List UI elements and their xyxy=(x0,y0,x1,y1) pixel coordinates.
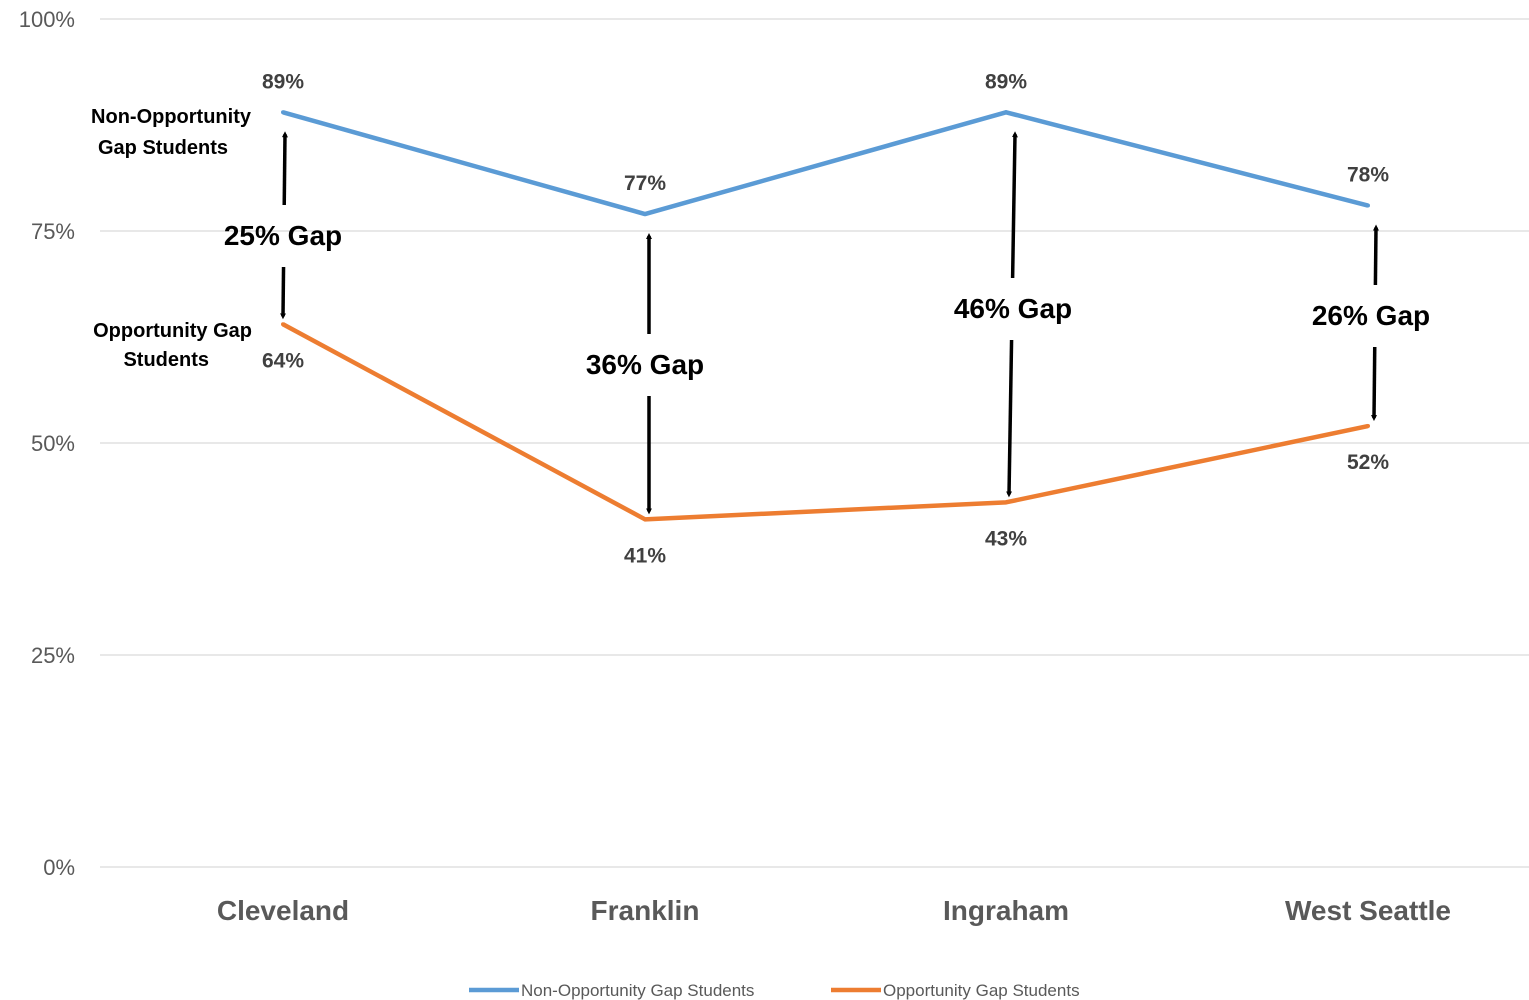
series-annotation-label: Students xyxy=(123,349,209,371)
gap-label: 46% Gap xyxy=(954,293,1072,324)
data-point xyxy=(1366,424,1370,429)
data-label: 52% xyxy=(1347,451,1389,474)
data-point xyxy=(1004,500,1008,505)
data-point xyxy=(643,517,647,522)
gap-label: 26% Gap xyxy=(1312,300,1430,331)
y-tick-label: 0% xyxy=(43,855,75,880)
gap-arrow-up xyxy=(1372,224,1379,286)
gap-label: 36% Gap xyxy=(586,349,704,380)
gap-arrow-down xyxy=(280,266,287,320)
data-label: 78% xyxy=(1347,164,1389,187)
y-axis: 0% 25% 50% 75% 100% xyxy=(19,7,75,880)
data-label: 64% xyxy=(262,349,304,372)
y-tick-label: 75% xyxy=(31,219,75,244)
data-point xyxy=(281,322,285,327)
gap-arrows xyxy=(280,131,1379,515)
data-point xyxy=(643,212,647,217)
series-annotation-label: Non-Opportunity xyxy=(91,106,252,128)
annotations: 25% Gap 36% Gap 46% Gap 26% Gap Non-Opportun… xyxy=(91,106,1430,380)
gap-arrow-up xyxy=(281,131,288,206)
legend: Non-Opportunity Gap Students Opportunity … xyxy=(469,981,1080,1000)
data-point xyxy=(1004,110,1008,115)
y-tick-label: 25% xyxy=(31,643,75,668)
data-label: 41% xyxy=(624,544,666,567)
data-label: 89% xyxy=(262,70,304,93)
gap-arrow-up xyxy=(1010,131,1018,279)
data-label: 77% xyxy=(624,172,666,195)
legend-label: Non-Opportunity Gap Students xyxy=(521,981,754,1000)
x-tick-label: Ingraham xyxy=(943,895,1069,926)
x-axis: Cleveland Franklin Ingraham West Seattle xyxy=(217,895,1451,926)
gap-arrow-down xyxy=(1371,346,1378,422)
series-lines xyxy=(281,110,1370,522)
x-tick-label: West Seattle xyxy=(1285,895,1451,926)
data-point xyxy=(1366,203,1370,208)
legend-label: Opportunity Gap Students xyxy=(883,981,1080,1000)
y-tick-label: 100% xyxy=(19,7,75,32)
x-tick-label: Franklin xyxy=(591,895,700,926)
data-label: 89% xyxy=(985,70,1027,93)
series-annotation-label: Opportunity Gap xyxy=(93,320,252,342)
data-point xyxy=(281,110,285,115)
series-annotation-label: Gap Students xyxy=(98,137,228,159)
series-line-non-opportunity-gap xyxy=(282,110,1369,217)
data-labels: 89% 77% 89% 78% 64% 41% 43% 52% xyxy=(262,70,1389,567)
data-label: 43% xyxy=(985,527,1027,550)
x-tick-label: Cleveland xyxy=(217,895,349,926)
gap-arrow-down xyxy=(1006,339,1014,498)
y-tick-label: 50% xyxy=(31,431,75,456)
series-line-opportunity-gap xyxy=(281,322,1369,522)
gridlines xyxy=(100,18,1529,868)
gap-label: 25% Gap xyxy=(224,220,342,251)
